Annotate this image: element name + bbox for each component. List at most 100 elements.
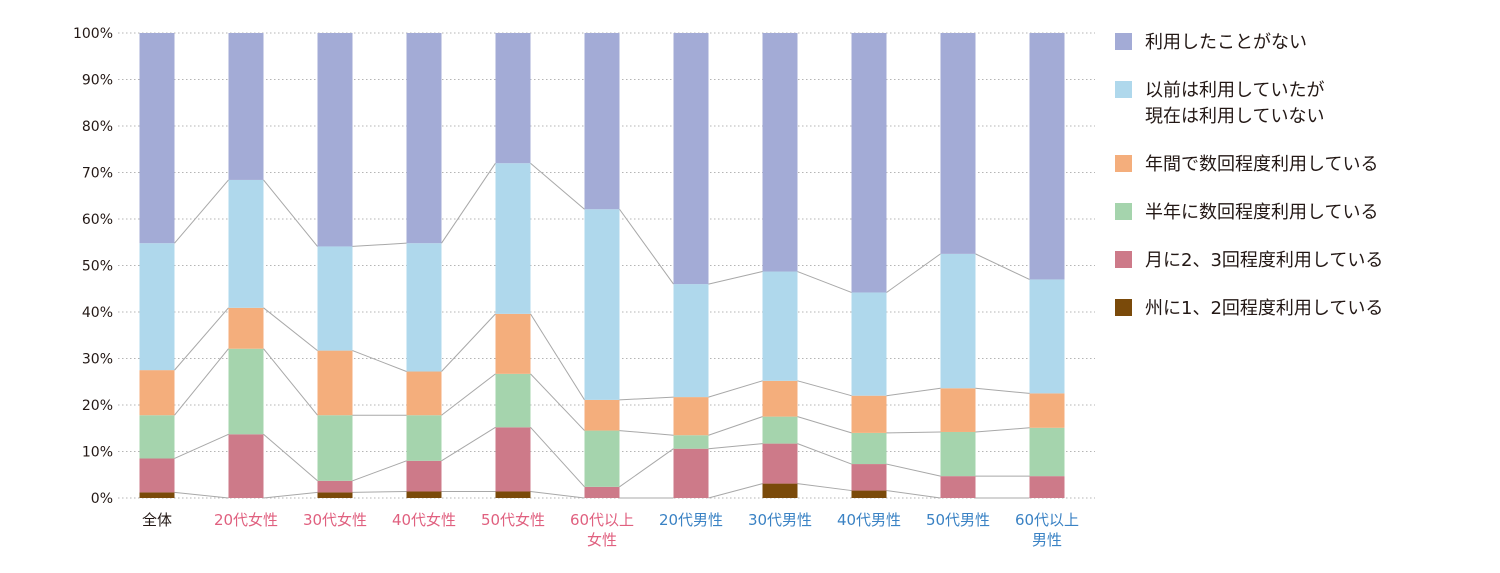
bar-segment — [673, 33, 709, 285]
bar-segment — [228, 307, 264, 349]
connector-line — [797, 483, 852, 492]
bar-segment — [940, 476, 976, 498]
bar-segment — [584, 486, 620, 498]
y-tick-label: 30% — [82, 352, 113, 368]
bar-segment — [851, 33, 887, 293]
y-tick-label: 100% — [73, 26, 113, 42]
bar-segment — [317, 492, 353, 498]
bar-segment — [406, 243, 442, 372]
bar-segment — [851, 490, 887, 498]
connector-line — [174, 433, 229, 459]
bar-segment — [139, 33, 175, 244]
bar-segment — [317, 480, 353, 493]
bar-segment — [495, 491, 531, 498]
bar-segment — [584, 209, 620, 400]
bar-segment — [228, 33, 264, 180]
connector-line — [975, 387, 1030, 394]
bar-segment — [317, 33, 353, 247]
connector-line — [441, 426, 496, 462]
legend-swatch — [1115, 81, 1132, 98]
y-tick-label: 20% — [82, 398, 113, 414]
bar-segment — [495, 313, 531, 374]
bar-segment — [584, 33, 620, 210]
connector-line — [975, 427, 1030, 433]
bar-segment — [851, 432, 887, 465]
x-tick-label: 30代女性 — [303, 511, 367, 529]
connector-line — [530, 490, 585, 499]
legend-label: 利用したことがない — [1145, 32, 1307, 53]
bar-segment — [139, 370, 175, 416]
connector-line — [530, 162, 585, 210]
bar-segment — [495, 33, 531, 164]
bar-segment — [851, 292, 887, 396]
bar-segment — [495, 373, 531, 428]
bar-segment — [495, 163, 531, 314]
bar-segment — [228, 434, 264, 498]
legend-label: 半年に数回程度利用している — [1145, 202, 1379, 223]
bar-segment — [673, 397, 709, 436]
x-tick-label: 40代男性 — [837, 511, 901, 529]
connector-line — [797, 271, 852, 293]
bar-segment — [1029, 427, 1065, 477]
y-tick-label: 50% — [82, 259, 113, 275]
connector-line — [797, 416, 852, 434]
connector-line — [263, 307, 318, 351]
connector-line — [797, 443, 852, 465]
bar-segment — [673, 448, 709, 498]
bar-segment — [762, 416, 798, 444]
connector-line — [174, 491, 229, 499]
bar-segment — [139, 243, 175, 371]
bar-segment — [762, 483, 798, 498]
bar-segment — [940, 253, 976, 389]
y-tick-label: 40% — [82, 305, 113, 321]
bar-segment — [762, 380, 798, 417]
connector-line — [619, 208, 674, 285]
connector-line — [263, 491, 318, 499]
connector-line — [886, 463, 941, 477]
connector-line — [530, 373, 585, 431]
bar-segment — [673, 284, 709, 398]
bar-segment — [406, 33, 442, 244]
x-tick-label: 40代女性 — [392, 511, 456, 529]
bar-segment — [851, 464, 887, 491]
connector-line — [352, 460, 407, 482]
bar-segment — [317, 350, 353, 416]
legend-item: 利用したことがない — [1115, 30, 1383, 56]
bar-segment — [406, 460, 442, 492]
connector-line — [708, 271, 763, 285]
connector-line — [352, 490, 407, 493]
y-tick-label: 70% — [82, 166, 113, 182]
legend-swatch — [1115, 251, 1132, 268]
x-tick-label: 50代男性 — [926, 511, 990, 529]
connector-line — [174, 179, 229, 244]
x-tick-label: 50代女性 — [481, 511, 545, 529]
connector-line — [975, 253, 1030, 280]
legend-label: 年間で数回程度利用している — [1145, 154, 1379, 175]
connector-line — [263, 433, 318, 482]
legend: 利用したことがない 以前は利用していたが 現在は利用していない 年間で数回程度利用し… — [1115, 30, 1383, 344]
y-tick-label: 0% — [91, 491, 113, 507]
bar-segment — [940, 388, 976, 432]
connector-line — [352, 350, 407, 372]
x-tick-label: 60代以上 — [1015, 511, 1079, 529]
legend-item: 月に2、3回程度利用している — [1115, 248, 1383, 274]
bar-segment — [317, 415, 353, 481]
bar-segment — [406, 371, 442, 416]
x-tick-label: 女性 — [587, 531, 617, 549]
x-tick-label: 60代以上 — [570, 511, 634, 529]
connector-line — [174, 348, 229, 416]
bar-segment — [584, 430, 620, 487]
legend-label: 月に2、3回程度利用している — [1145, 250, 1384, 271]
bar-segment — [851, 395, 887, 433]
x-tick-label: 男性 — [1032, 531, 1062, 549]
connector-line — [886, 253, 941, 293]
bar-segment — [940, 431, 976, 477]
x-tick-label: 全体 — [142, 511, 172, 529]
bar-segment — [228, 348, 264, 435]
y-tick-label: 90% — [82, 73, 113, 89]
connector-line — [263, 348, 318, 416]
connector-line — [708, 416, 763, 436]
bar-segment — [1029, 279, 1065, 394]
bar-segment — [317, 246, 353, 351]
